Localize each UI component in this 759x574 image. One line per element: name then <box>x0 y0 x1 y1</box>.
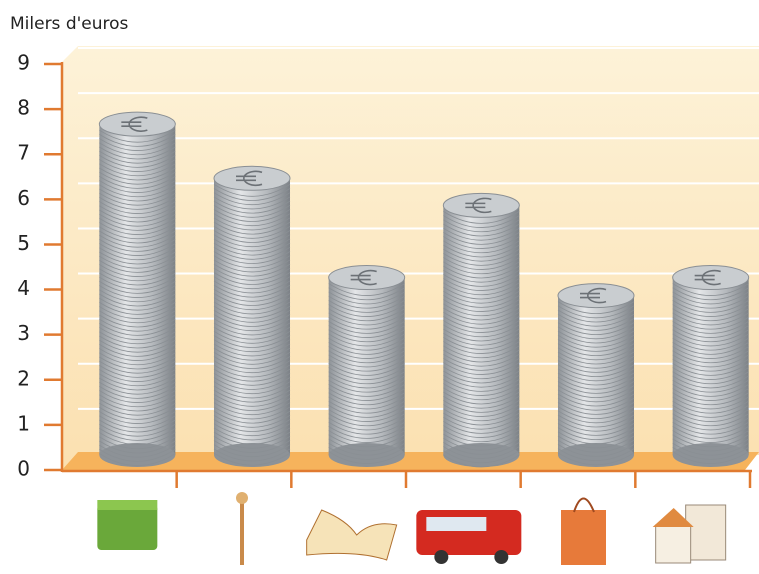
icon <box>307 510 397 560</box>
y-tick-label: 5 <box>17 231 30 255</box>
coin-top <box>673 266 749 290</box>
y-tick-label: 4 <box>17 276 30 300</box>
y-tick-label: 0 <box>17 457 30 481</box>
icon <box>236 492 248 504</box>
y-tick-label: 9 <box>17 51 30 75</box>
icon <box>494 550 508 564</box>
icon <box>97 500 157 510</box>
category-icon <box>97 500 157 550</box>
y-tick-label: 6 <box>17 186 30 210</box>
icon <box>656 525 691 563</box>
icon <box>686 505 726 560</box>
icon <box>561 510 606 565</box>
category-icon <box>416 510 521 564</box>
coin-top <box>329 266 405 290</box>
y-tick-label: 8 <box>17 96 30 120</box>
icon <box>434 550 448 564</box>
category-icon <box>236 492 248 565</box>
y-tick-label: 3 <box>17 321 30 345</box>
coin-stack <box>443 193 519 467</box>
coin-bottom <box>99 443 175 467</box>
category-icon <box>307 510 397 560</box>
coin-stack <box>673 266 749 467</box>
coin-bottom <box>443 443 519 467</box>
coin-stack <box>558 284 634 467</box>
category-icon <box>561 499 606 566</box>
coin-top <box>214 166 290 190</box>
coin-top <box>558 284 634 308</box>
icon <box>416 510 521 555</box>
icon <box>574 499 594 513</box>
category-icon <box>653 505 726 563</box>
y-tick-label: 2 <box>17 366 30 390</box>
coin-stack <box>214 166 290 467</box>
y-tick-label: 1 <box>17 411 30 435</box>
icon <box>97 505 157 550</box>
y-tick-label: 7 <box>17 141 30 165</box>
chart: Milers d'euros 0 1 2 3 4 5 6 7 8 9 <box>0 0 759 574</box>
icon <box>426 517 486 531</box>
y-axis-title: Milers d'euros <box>10 14 129 34</box>
coin-top <box>99 112 175 136</box>
coin-stack <box>99 112 175 467</box>
page: Milers d'euros 0123456789 (() => { const… <box>0 0 759 574</box>
coin-stack <box>329 266 405 467</box>
coin-top <box>443 193 519 217</box>
